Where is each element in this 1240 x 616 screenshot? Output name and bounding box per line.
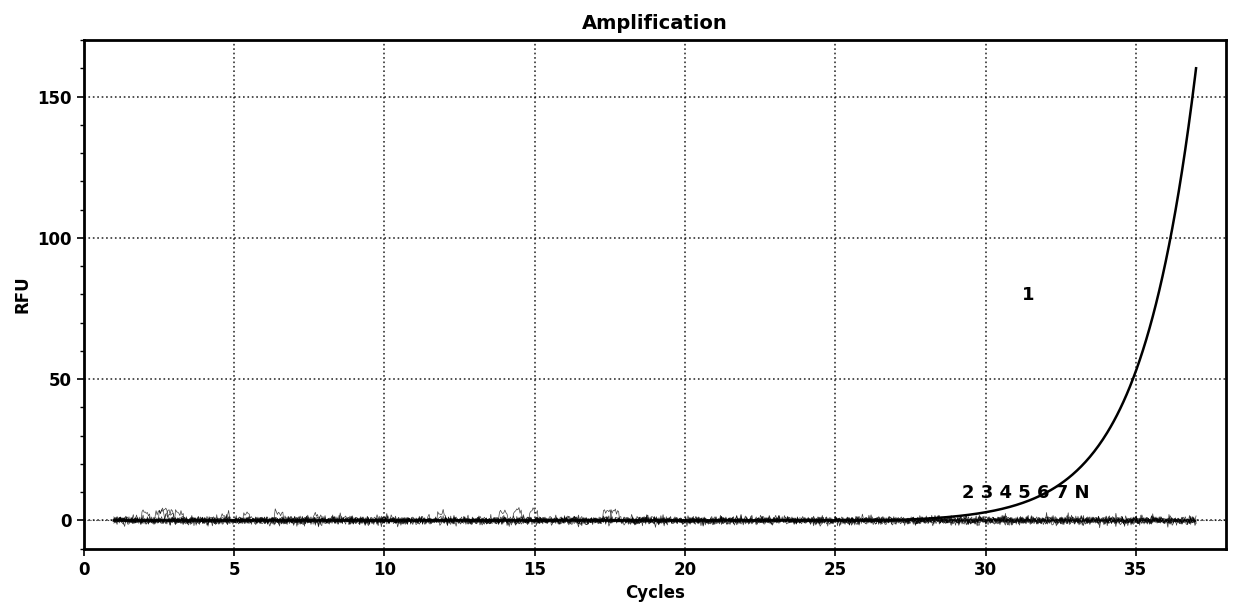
Y-axis label: RFU: RFU: [14, 275, 32, 313]
Title: Amplification: Amplification: [582, 14, 728, 33]
Text: 1: 1: [1022, 286, 1034, 304]
X-axis label: Cycles: Cycles: [625, 584, 684, 602]
Text: 2 3 4 5 6 7 N: 2 3 4 5 6 7 N: [961, 484, 1089, 502]
